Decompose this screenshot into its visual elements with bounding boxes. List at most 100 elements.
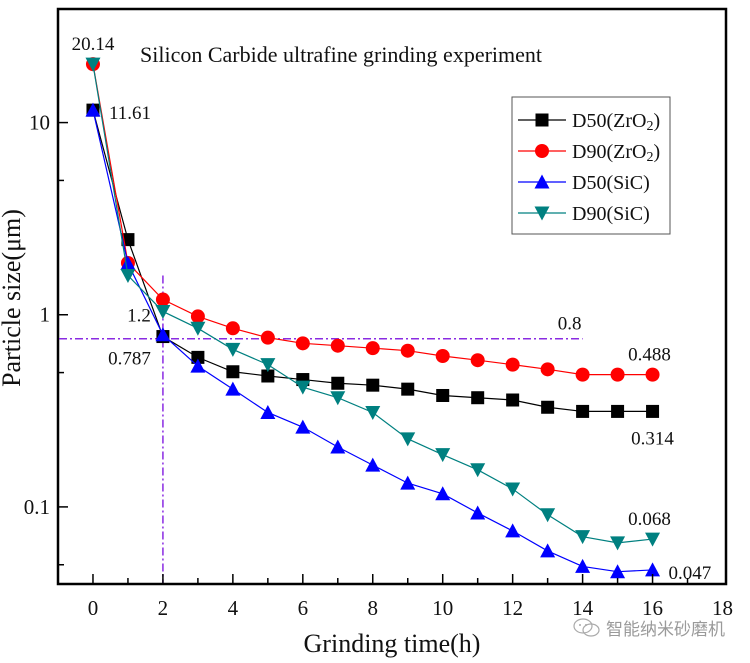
data-point [646, 404, 660, 418]
data-point [120, 269, 136, 284]
series-d50-sic [85, 102, 661, 579]
data-point [365, 457, 381, 472]
x-tick-label: 18 [712, 596, 733, 620]
data-point [575, 367, 590, 382]
data-point [400, 343, 415, 358]
data-point [470, 463, 486, 478]
data-label: 20.14 [72, 34, 115, 55]
legend-marker [534, 174, 550, 189]
ticks-layer: 0 2 4 6 8 10 12 14 16 18 0.1 1 10 [24, 111, 733, 620]
data-point [261, 369, 275, 383]
x-axis-title: Grinding time(h) [304, 629, 481, 658]
data-point [225, 321, 240, 336]
data-point [331, 376, 345, 390]
data-point [645, 367, 660, 382]
data-point [470, 505, 486, 520]
x-tick-label: 8 [368, 596, 379, 620]
legend-label: D50(ZrO2) [572, 110, 660, 134]
data-point [541, 400, 555, 414]
legend-item: D50(SiC) [518, 172, 650, 194]
data-point [155, 327, 171, 342]
data-point [435, 486, 451, 501]
data-point [295, 336, 310, 351]
data-point [645, 532, 661, 547]
data-point [505, 482, 521, 497]
data-point [540, 362, 555, 377]
data-point [400, 432, 416, 447]
data-point [540, 508, 556, 523]
plot-border [56, 7, 728, 586]
data-point [575, 558, 591, 573]
data-point [190, 321, 206, 336]
data-point [85, 102, 101, 117]
reference-lines: 0.8 [59, 275, 583, 583]
data-label: 0.047 [669, 563, 712, 584]
watermark-text: 智能纳米砂磨机 [606, 620, 725, 640]
legend-marker [535, 144, 549, 158]
data-point [540, 543, 556, 558]
legend-item: D50(ZrO2) [518, 110, 660, 134]
data-point [610, 536, 626, 551]
data-point [85, 57, 101, 72]
data-label: 0.314 [631, 428, 674, 449]
data-label: 11.61 [109, 103, 151, 124]
data-point [260, 358, 276, 373]
data-point [401, 382, 415, 396]
data-point [505, 523, 521, 538]
x-tick-label: 0 [88, 596, 99, 620]
data-point [330, 439, 346, 454]
y-tick-label: 10 [29, 111, 50, 135]
reference-line-label: 0.8 [558, 314, 582, 335]
data-point [330, 391, 346, 406]
legend-tail: ) [653, 141, 660, 163]
data-point [575, 530, 591, 545]
y-tick-label: 0.1 [24, 495, 50, 519]
data-point [505, 357, 520, 372]
series-layer [85, 57, 661, 579]
data-point [295, 380, 311, 395]
data-point [155, 292, 170, 307]
x-tick-label: 10 [432, 596, 453, 620]
data-label: 0.787 [108, 349, 151, 370]
data-point [190, 358, 206, 373]
x-tick-label: 6 [298, 596, 309, 620]
data-point [610, 367, 625, 382]
legend-item: D90(ZrO2) [518, 141, 660, 165]
plot-frame [56, 7, 728, 586]
x-tick-label: 16 [642, 596, 663, 620]
data-label: 0.488 [628, 345, 671, 366]
data-point [610, 564, 626, 579]
data-point [576, 404, 590, 418]
y-axis-title: Particle size(μm) [0, 209, 26, 387]
data-point [155, 304, 171, 319]
data-point [225, 381, 241, 396]
annotations: 20.14 11.61 1.2 0.787 0.488 0.314 0.068 0.047 [72, 34, 712, 584]
x-tick-label: 4 [228, 596, 239, 620]
data-point [295, 419, 311, 434]
data-label: 1.2 [127, 306, 151, 327]
data-point [366, 378, 380, 392]
legend-subscript: 2 [646, 150, 653, 165]
legend-item: D90(SiC) [518, 203, 650, 225]
x-tick-label: 2 [158, 596, 169, 620]
data-point [225, 342, 241, 357]
data-point [645, 562, 661, 577]
data-point [365, 341, 380, 356]
legend: D50(ZrO2) D90(ZrO2) D50(SiC) D90(SiC) [511, 96, 671, 235]
data-point [436, 388, 450, 402]
y-tick-label: 1 [40, 303, 51, 327]
data-point [226, 365, 240, 379]
data-point [120, 255, 136, 270]
chart-title: Silicon Carbide ultrafine grinding exper… [140, 42, 542, 67]
series-d50-zro2 [86, 103, 660, 418]
data-point [365, 405, 381, 420]
legend-label: D90(SiC) [572, 203, 650, 225]
x-tick-label: 12 [502, 596, 523, 620]
legend-label: D50(SiC) [572, 172, 650, 194]
x-tick-label: 14 [572, 596, 594, 620]
data-point [260, 330, 275, 345]
legend-label: D90(ZrO2) [572, 141, 660, 165]
data-label: 0.068 [628, 509, 671, 530]
data-point [470, 353, 485, 368]
